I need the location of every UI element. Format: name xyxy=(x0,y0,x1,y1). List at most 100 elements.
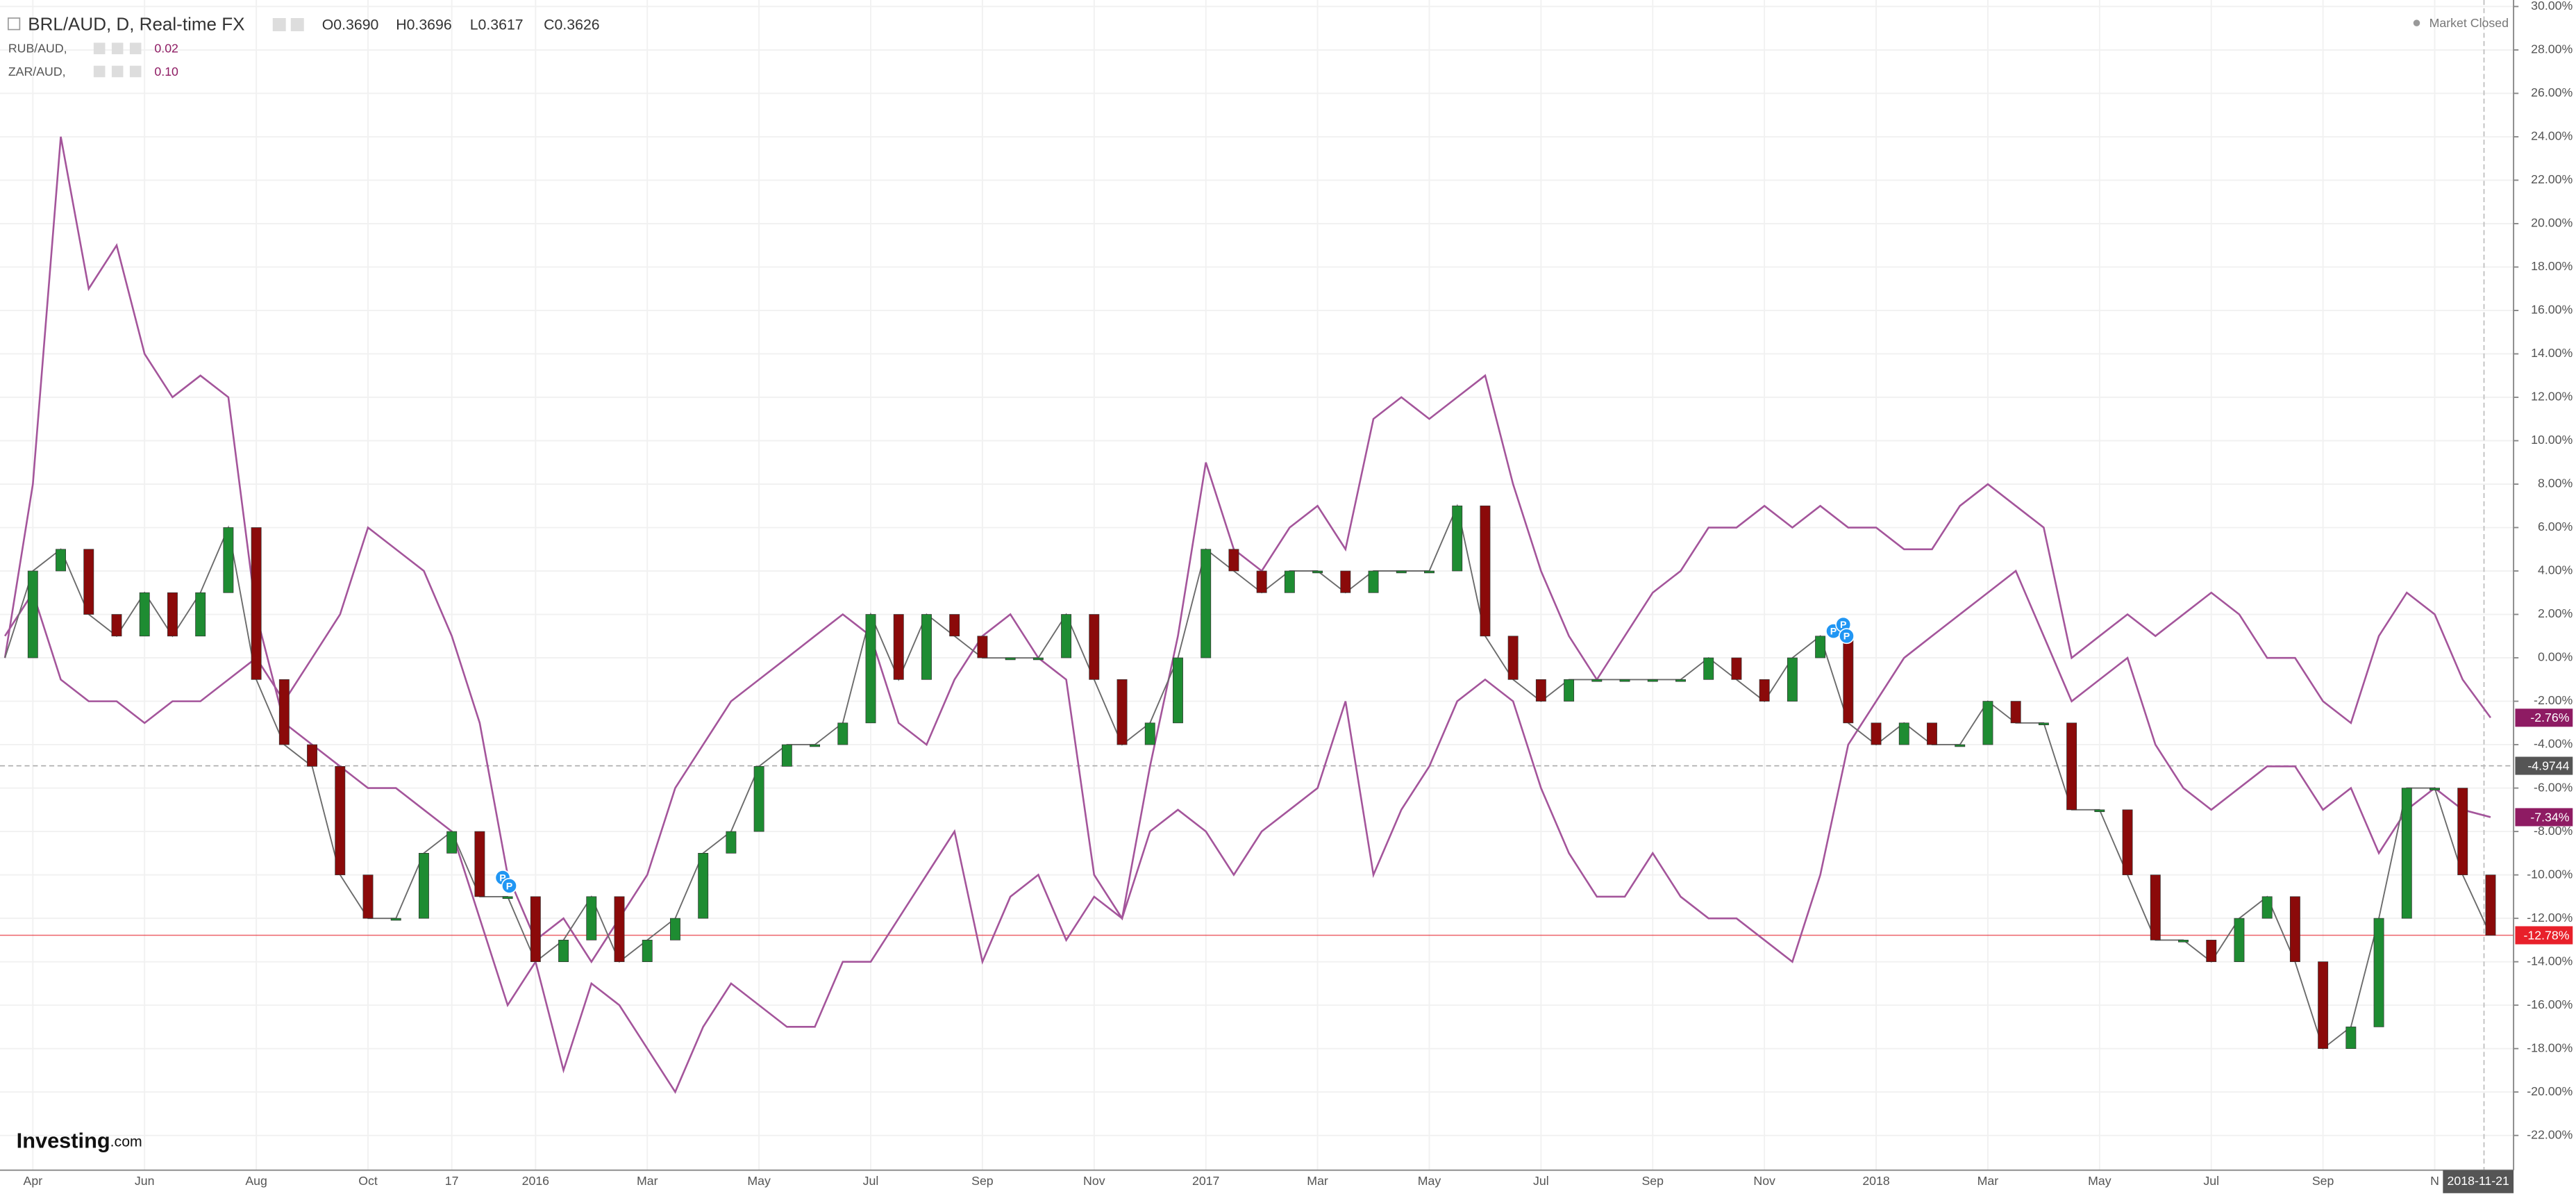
x-tick-label: Jul xyxy=(1533,1174,1549,1188)
ohlc-value: 0.3617 xyxy=(478,16,524,33)
logo-brand: Investing xyxy=(17,1129,110,1153)
y-tick-label: 18.00% xyxy=(2531,259,2573,273)
y-tick-label: 20.00% xyxy=(2531,216,2573,230)
candle xyxy=(1955,744,1966,747)
candle xyxy=(1005,657,1016,661)
y-tick-label: 0.00% xyxy=(2538,650,2573,664)
y-tick-label: -22.00% xyxy=(2527,1127,2573,1141)
candle xyxy=(2457,788,2468,875)
x-tick-label: Apr xyxy=(24,1174,43,1188)
x-tick-label: Mar xyxy=(637,1174,658,1188)
candle xyxy=(1564,679,1575,702)
event-label: P xyxy=(506,881,512,892)
y-tick-label: 12.00% xyxy=(2531,390,2573,404)
candle xyxy=(2178,940,2189,943)
icon[interactable] xyxy=(93,65,106,78)
candle xyxy=(642,940,653,962)
y-tick-label: 6.00% xyxy=(2538,520,2573,533)
candle xyxy=(810,744,821,747)
candle xyxy=(781,744,792,767)
ohlc-value: 0.3626 xyxy=(555,16,600,33)
candle xyxy=(1228,549,1239,572)
candle xyxy=(1591,679,1603,682)
icon[interactable] xyxy=(93,42,106,55)
candle xyxy=(1759,679,1770,702)
candle xyxy=(1116,679,1128,745)
candle xyxy=(1647,679,1658,682)
icon[interactable] xyxy=(111,42,124,55)
y-tick-label: -16.00% xyxy=(2527,997,2573,1011)
candle xyxy=(1312,570,1323,574)
candle xyxy=(2010,701,2021,724)
legend-name: ZAR/AUD, xyxy=(8,65,66,78)
logo-suffix: .com xyxy=(110,1133,142,1150)
last-value-box xyxy=(2515,708,2573,727)
candle xyxy=(698,853,709,919)
icon[interactable] xyxy=(129,42,142,55)
event-marker xyxy=(501,877,517,894)
x-tick-label: N xyxy=(2430,1174,2439,1188)
date-label: 2018-11-21 xyxy=(2448,1174,2509,1188)
settings-icon[interactable] xyxy=(272,18,286,31)
x-tick-label: Jun xyxy=(135,1174,155,1188)
y-tick-label: 24.00% xyxy=(2531,129,2573,143)
y-tick-label: 28.00% xyxy=(2531,42,2573,56)
settings-icon[interactable] xyxy=(290,18,304,31)
y-tick-label: 2.00% xyxy=(2538,606,2573,620)
candle xyxy=(111,614,122,637)
icon[interactable] xyxy=(129,65,142,78)
y-tick-label: -4.00% xyxy=(2534,737,2573,751)
icon[interactable] xyxy=(111,65,124,78)
y-tick-label: -2.00% xyxy=(2534,693,2573,707)
ohlc-name: C xyxy=(544,16,554,33)
candle xyxy=(1089,614,1100,680)
x-tick-label: Sep xyxy=(971,1174,994,1188)
candle xyxy=(2094,809,2105,813)
candle xyxy=(530,896,541,962)
x-tick-label: Sep xyxy=(2312,1174,2334,1188)
candle xyxy=(1815,636,1826,658)
symbol-title: BRL/AUD, D, Real-time FX xyxy=(28,14,244,35)
ohlc-value: 0.3696 xyxy=(407,16,452,33)
collapse-icon[interactable] xyxy=(8,17,21,31)
candle xyxy=(2066,722,2077,811)
ohlc-value: 0.3690 xyxy=(333,16,378,33)
candle xyxy=(2345,1027,2357,1050)
candle xyxy=(362,874,374,919)
crosshair-box xyxy=(2515,756,2573,775)
candle xyxy=(614,896,625,962)
candle xyxy=(1424,570,1435,574)
last-value-box xyxy=(2515,926,2573,945)
y-tick-label: 14.00% xyxy=(2531,346,2573,360)
candle xyxy=(977,636,988,658)
ohlc-name: L xyxy=(470,16,478,33)
candle xyxy=(1535,679,1546,702)
candle xyxy=(753,765,764,832)
candle xyxy=(1619,679,1630,682)
candle xyxy=(2234,918,2245,962)
candle xyxy=(893,614,904,680)
last-value-box xyxy=(2515,808,2573,827)
candle xyxy=(1061,614,1072,658)
candle xyxy=(1032,657,1044,661)
candle xyxy=(2289,896,2300,962)
candle xyxy=(251,527,262,680)
candle xyxy=(1368,570,1379,593)
candle xyxy=(56,549,66,572)
candle xyxy=(1927,722,1937,745)
candle xyxy=(2261,896,2273,919)
y-tick-label: -8.00% xyxy=(2534,824,2573,838)
candle xyxy=(1340,570,1351,593)
last-value-label: -12.78% xyxy=(2523,928,2569,942)
x-tick-label: Aug xyxy=(245,1174,267,1188)
x-tick-label: Sep xyxy=(1641,1174,1664,1188)
candle xyxy=(2373,918,2384,1027)
x-tick-label: 17 xyxy=(445,1174,459,1188)
x-tick-label: 2017 xyxy=(1192,1174,1219,1188)
ohlc-item: H0.3696 xyxy=(396,16,451,33)
candle xyxy=(1675,679,1686,682)
candle xyxy=(2318,961,2329,1050)
candle xyxy=(1452,505,1463,572)
y-tick-label: 26.00% xyxy=(2531,85,2573,99)
